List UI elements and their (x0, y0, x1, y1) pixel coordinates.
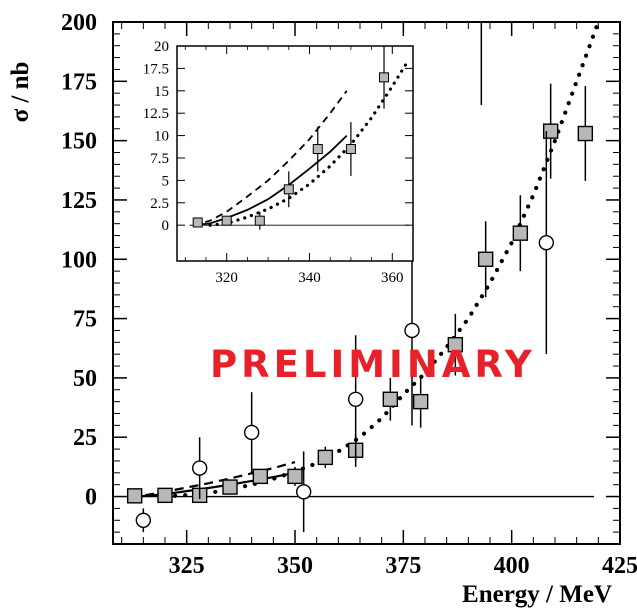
inset-y-tick-label: 0 (162, 218, 170, 234)
inset-data-point (192, 217, 203, 228)
y-tick-label: 125 (61, 188, 97, 214)
data-point-square (577, 125, 594, 142)
inset-y-tick-label: 15 (154, 84, 169, 100)
data-point-square (222, 479, 238, 495)
data-point-square (447, 336, 464, 353)
inset-y-tick-label: 2.5 (150, 196, 169, 212)
inset-data-point (345, 144, 356, 155)
inset-frame (176, 45, 414, 262)
inset-y-tick-label: 10 (154, 129, 169, 145)
data-point-circle (538, 234, 555, 251)
inset-data-point (283, 184, 294, 195)
x-tick-label: 425 (602, 553, 637, 579)
inset-data-point (254, 215, 265, 226)
inset-data-point (221, 215, 232, 226)
data-point-square (252, 468, 269, 485)
plot-frame (112, 21, 621, 545)
data-point-square (287, 468, 303, 485)
inset-y-tick-label: 7.5 (150, 151, 169, 167)
data-point-circle (135, 512, 152, 528)
theory-curve-solid (130, 471, 296, 498)
data-point-square (382, 391, 399, 407)
data-point-square (542, 123, 559, 139)
x-tick-label: 350 (277, 553, 313, 579)
data-point-square (477, 251, 494, 267)
data-point-circle (295, 484, 312, 500)
x-tick-label: 325 (169, 553, 205, 579)
data-point-square (317, 449, 334, 466)
inset-theory-curve-solid (193, 134, 348, 227)
inset-data-point (379, 72, 390, 83)
inset-y-tick-label: 12.5 (143, 106, 169, 122)
data-point-square (412, 393, 429, 410)
y-axis-label: σ / nb (7, 62, 34, 123)
data-point-circle (404, 322, 420, 339)
preliminary-watermark: PRELIMINARY (210, 343, 536, 386)
inset-y-tick-label: 17.5 (143, 61, 169, 77)
inset-x-tick-label: 340 (298, 270, 321, 286)
data-point-square (512, 225, 529, 241)
y-tick-label: 0 (85, 485, 97, 511)
inset-x-tick-label: 360 (381, 270, 404, 286)
inset-x-tick-label: 320 (215, 270, 238, 286)
y-tick-label: 50 (73, 366, 97, 392)
inset-y-tick-label: 5 (162, 173, 170, 189)
theory-curve-dashed (130, 461, 296, 498)
main-data-layer (126, 22, 601, 533)
inset-y-tick-label: 20 (154, 39, 169, 55)
x-tick-label: 375 (385, 553, 421, 579)
inset-data-layer (192, 46, 411, 230)
inset-theory-curve-dotted (208, 57, 411, 227)
y-tick-label: 25 (73, 425, 97, 451)
data-point-square (126, 488, 143, 504)
y-tick-label: 100 (61, 247, 97, 273)
x-tick-label: 400 (494, 553, 530, 579)
inset-theory-curve-dashed (193, 90, 348, 227)
data-point-square (157, 487, 173, 504)
y-tick-label: 200 (61, 10, 97, 36)
x-axis-label: Energy / MeV (462, 581, 612, 608)
y-tick-label: 150 (61, 129, 97, 155)
y-tick-label: 175 (61, 69, 97, 95)
inset-data-point (312, 144, 323, 155)
data-point-circle (191, 460, 208, 476)
inset-plot: 0 2.5 5 7.5 10 12.5 15 17.5 20 320 340 360 (143, 39, 414, 286)
data-point-circle (243, 424, 260, 441)
y-tick-label: 75 (73, 307, 97, 333)
data-point-circle (347, 391, 364, 407)
